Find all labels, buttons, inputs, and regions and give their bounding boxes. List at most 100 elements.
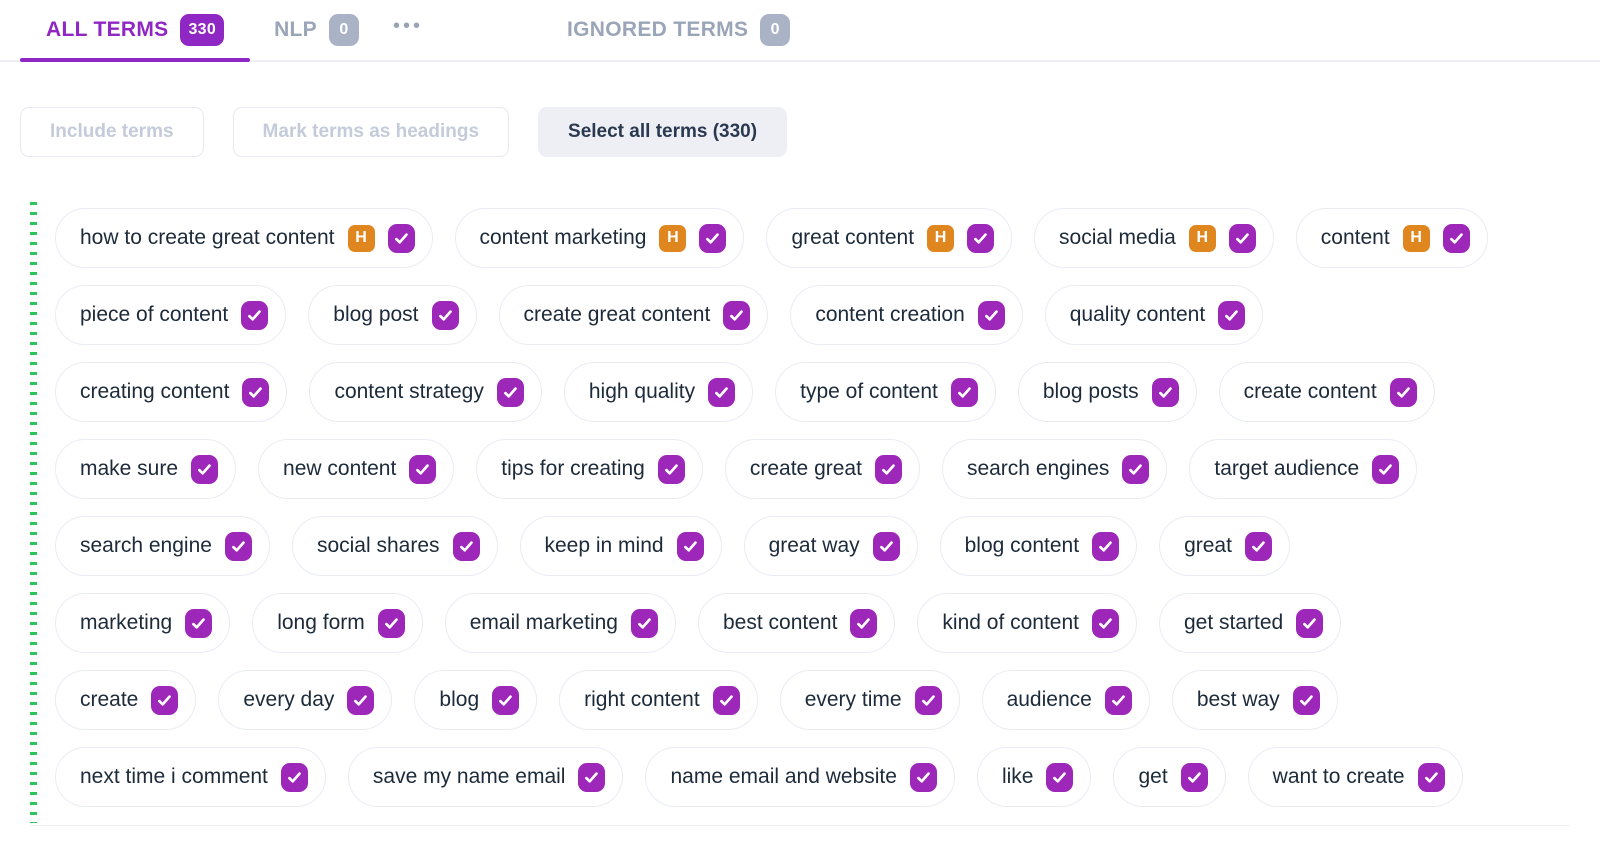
term-checkbox[interactable]	[151, 685, 179, 715]
heading-badge[interactable]: H	[1188, 224, 1216, 252]
term-checkbox[interactable]	[1244, 531, 1272, 561]
include-terms-button[interactable]: Include terms	[20, 107, 204, 157]
term-chip[interactable]: marketing	[55, 593, 231, 653]
term-checkbox[interactable]	[409, 454, 437, 484]
term-checkbox[interactable]	[431, 300, 459, 330]
term-chip[interactable]: like	[976, 747, 1092, 807]
term-chip[interactable]: great	[1159, 516, 1290, 576]
term-chip[interactable]: next time i comment	[55, 747, 326, 807]
term-checkbox[interactable]	[1417, 762, 1445, 792]
term-checkbox[interactable]	[224, 531, 252, 561]
term-checkbox[interactable]	[492, 685, 520, 715]
term-checkbox[interactable]	[1104, 685, 1132, 715]
term-chip[interactable]: name email and website	[645, 747, 955, 807]
term-chip[interactable]: blog	[414, 670, 538, 730]
term-chip[interactable]: create great	[724, 439, 920, 499]
term-chip[interactable]: content creation	[790, 285, 1023, 345]
term-checkbox[interactable]	[1092, 531, 1120, 561]
term-chip[interactable]: how to create great content H	[55, 208, 433, 268]
term-chip[interactable]: new content	[258, 439, 455, 499]
term-checkbox[interactable]	[1296, 608, 1324, 638]
term-chip[interactable]: blog posts	[1017, 362, 1197, 422]
term-chip[interactable]: quality content	[1044, 285, 1264, 345]
term-checkbox[interactable]	[699, 223, 727, 253]
term-chip[interactable]: create content	[1218, 362, 1435, 422]
term-checkbox[interactable]	[950, 377, 978, 407]
term-chip[interactable]: tips for creating	[476, 439, 703, 499]
term-checkbox[interactable]	[1092, 608, 1119, 638]
term-checkbox[interactable]	[452, 531, 480, 561]
term-chip[interactable]: type of content	[775, 362, 996, 422]
term-chip[interactable]: blog post	[308, 285, 477, 345]
term-checkbox[interactable]	[496, 377, 524, 407]
term-checkbox[interactable]	[1046, 762, 1074, 792]
term-checkbox[interactable]	[280, 762, 308, 792]
term-checkbox[interactable]	[242, 377, 270, 407]
term-chip[interactable]: get	[1113, 747, 1226, 807]
term-chip[interactable]: audience	[981, 670, 1150, 730]
term-chip[interactable]: piece of content	[55, 285, 287, 345]
term-chip[interactable]: email marketing	[444, 593, 676, 653]
term-checkbox[interactable]	[1228, 223, 1256, 253]
term-checkbox[interactable]	[578, 762, 606, 792]
term-checkbox[interactable]	[977, 300, 1005, 330]
term-chip[interactable]: great way	[743, 516, 918, 576]
term-chip[interactable]: social media H	[1034, 208, 1274, 268]
term-chip[interactable]: social shares	[291, 516, 498, 576]
term-checkbox[interactable]	[712, 685, 740, 715]
term-chip[interactable]: every time	[779, 670, 960, 730]
term-chip[interactable]: kind of content	[917, 593, 1137, 653]
term-chip[interactable]: want to create	[1247, 747, 1463, 807]
term-chip[interactable]: creating content	[55, 362, 288, 422]
term-chip[interactable]: best content	[697, 593, 896, 653]
term-checkbox[interactable]	[872, 531, 900, 561]
term-chip[interactable]: blog content	[939, 516, 1138, 576]
term-chip[interactable]: save my name email	[347, 747, 624, 807]
term-chip[interactable]: keep in mind	[519, 516, 722, 576]
term-chip[interactable]: high quality	[563, 362, 754, 422]
term-chip[interactable]: content marketing H	[454, 208, 745, 268]
term-checkbox[interactable]	[1442, 223, 1470, 253]
term-checkbox[interactable]	[874, 454, 902, 484]
term-checkbox[interactable]	[1151, 377, 1179, 407]
term-checkbox[interactable]	[708, 377, 736, 407]
term-checkbox[interactable]	[1218, 300, 1246, 330]
term-chip[interactable]: content H	[1295, 208, 1488, 268]
term-checkbox[interactable]	[657, 454, 685, 484]
term-chip[interactable]: get started	[1159, 593, 1342, 653]
term-checkbox[interactable]	[1389, 377, 1417, 407]
heading-badge[interactable]: H	[347, 224, 375, 252]
select-all-terms-button[interactable]: Select all terms (330)	[538, 107, 788, 157]
term-checkbox[interactable]	[1122, 454, 1150, 484]
term-checkbox[interactable]	[185, 608, 213, 638]
tab-nlp[interactable]: NLP 0	[260, 0, 373, 60]
term-checkbox[interactable]	[387, 223, 415, 253]
heading-badge[interactable]: H	[927, 224, 955, 252]
term-chip[interactable]: search engine	[55, 516, 270, 576]
term-checkbox[interactable]	[241, 300, 269, 330]
term-checkbox[interactable]	[909, 762, 937, 792]
term-checkbox[interactable]	[850, 608, 878, 638]
term-chip[interactable]: every day	[218, 670, 393, 730]
heading-badge[interactable]: H	[659, 224, 687, 252]
term-checkbox[interactable]	[1292, 685, 1320, 715]
term-checkbox[interactable]	[347, 685, 375, 715]
heading-badge[interactable]: H	[1402, 224, 1430, 252]
term-checkbox[interactable]	[723, 300, 751, 330]
term-chip[interactable]: content strategy	[309, 362, 542, 422]
tab-all-terms[interactable]: ALL TERMS 330	[20, 0, 251, 62]
term-chip[interactable]: long form	[252, 593, 423, 653]
term-checkbox[interactable]	[191, 454, 219, 484]
term-checkbox[interactable]	[967, 223, 995, 253]
term-checkbox[interactable]	[914, 685, 942, 715]
term-checkbox[interactable]	[630, 608, 658, 638]
term-chip[interactable]: search engines	[941, 439, 1168, 499]
tab-ignored-terms[interactable]: IGNORED TERMS 0	[553, 0, 804, 60]
more-tabs-button[interactable]: •••	[381, 0, 435, 60]
term-chip[interactable]: great content H	[766, 208, 1013, 268]
term-checkbox[interactable]	[377, 608, 405, 638]
term-chip[interactable]: best way	[1171, 670, 1338, 730]
mark-headings-button[interactable]: Mark terms as headings	[232, 107, 510, 157]
term-chip[interactable]: target audience	[1189, 439, 1418, 499]
term-chip[interactable]: create	[55, 670, 197, 730]
